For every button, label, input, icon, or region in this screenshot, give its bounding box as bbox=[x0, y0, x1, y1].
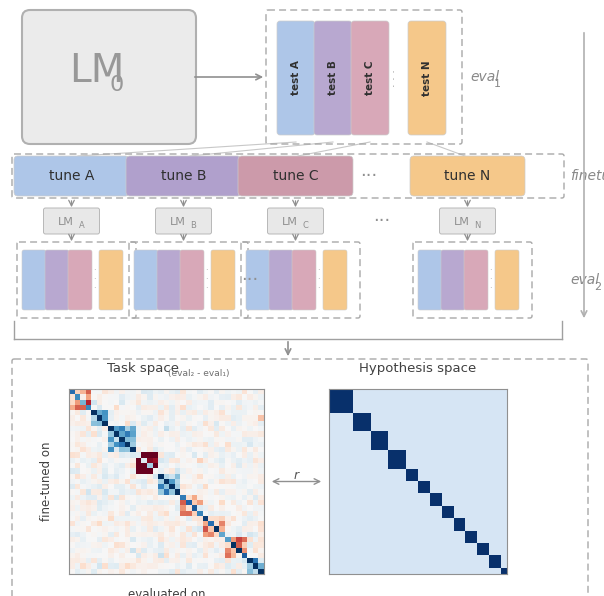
FancyBboxPatch shape bbox=[45, 250, 69, 310]
Text: ···: ··· bbox=[361, 167, 378, 185]
FancyBboxPatch shape bbox=[408, 21, 446, 135]
Text: N: N bbox=[474, 222, 481, 231]
Text: C: C bbox=[303, 222, 309, 231]
FancyBboxPatch shape bbox=[292, 250, 316, 310]
FancyBboxPatch shape bbox=[180, 250, 204, 310]
FancyBboxPatch shape bbox=[155, 208, 211, 234]
FancyBboxPatch shape bbox=[246, 250, 270, 310]
Text: A: A bbox=[79, 222, 85, 231]
FancyBboxPatch shape bbox=[410, 156, 525, 196]
Text: test N: test N bbox=[422, 60, 432, 96]
FancyBboxPatch shape bbox=[22, 250, 46, 310]
Text: ···: ··· bbox=[373, 212, 390, 230]
Text: LM: LM bbox=[454, 217, 469, 227]
Text: test A: test A bbox=[291, 61, 301, 95]
Text: ···: ··· bbox=[241, 271, 258, 289]
FancyBboxPatch shape bbox=[441, 250, 465, 310]
FancyBboxPatch shape bbox=[126, 156, 241, 196]
Text: (eval₂ - eval₁): (eval₂ - eval₁) bbox=[169, 369, 230, 378]
Text: fine-tuned on: fine-tuned on bbox=[40, 442, 54, 522]
FancyBboxPatch shape bbox=[495, 250, 519, 310]
Text: ·
·
·: · · · bbox=[92, 266, 95, 293]
FancyBboxPatch shape bbox=[14, 156, 129, 196]
FancyBboxPatch shape bbox=[134, 250, 158, 310]
Text: tune A: tune A bbox=[49, 169, 94, 183]
FancyBboxPatch shape bbox=[238, 156, 353, 196]
FancyBboxPatch shape bbox=[211, 250, 235, 310]
Text: tune C: tune C bbox=[272, 169, 318, 183]
FancyBboxPatch shape bbox=[269, 250, 293, 310]
FancyBboxPatch shape bbox=[277, 21, 315, 135]
Text: ·
·
·: · · · bbox=[316, 266, 320, 293]
FancyBboxPatch shape bbox=[440, 208, 495, 234]
Text: tune N: tune N bbox=[445, 169, 490, 183]
FancyBboxPatch shape bbox=[22, 10, 196, 144]
FancyBboxPatch shape bbox=[43, 208, 100, 234]
FancyBboxPatch shape bbox=[99, 250, 123, 310]
FancyBboxPatch shape bbox=[464, 250, 488, 310]
Text: finetune: finetune bbox=[570, 169, 604, 183]
Text: ·
·
·: · · · bbox=[489, 266, 491, 293]
FancyBboxPatch shape bbox=[68, 250, 92, 310]
Text: test B: test B bbox=[328, 61, 338, 95]
FancyBboxPatch shape bbox=[351, 21, 389, 135]
Text: 0: 0 bbox=[109, 75, 123, 95]
Text: 1: 1 bbox=[494, 79, 501, 89]
Text: LM: LM bbox=[69, 52, 124, 90]
FancyBboxPatch shape bbox=[418, 250, 442, 310]
Text: eval: eval bbox=[570, 273, 599, 287]
Text: 2: 2 bbox=[594, 282, 601, 292]
Text: eval: eval bbox=[470, 70, 499, 84]
FancyBboxPatch shape bbox=[157, 250, 181, 310]
FancyBboxPatch shape bbox=[268, 208, 324, 234]
Text: ·
·
·: · · · bbox=[205, 266, 207, 293]
FancyBboxPatch shape bbox=[323, 250, 347, 310]
Text: LM: LM bbox=[281, 217, 297, 227]
Text: Task space: Task space bbox=[107, 362, 179, 375]
Text: B: B bbox=[191, 222, 196, 231]
Text: Hypothesis space: Hypothesis space bbox=[359, 362, 477, 375]
Text: r: r bbox=[294, 469, 299, 482]
FancyBboxPatch shape bbox=[314, 21, 352, 135]
Text: evaluated on: evaluated on bbox=[128, 588, 205, 596]
Text: tune B: tune B bbox=[161, 169, 206, 183]
Text: LM: LM bbox=[170, 217, 185, 227]
Text: test C: test C bbox=[365, 61, 375, 95]
Text: · · ·: · · · bbox=[390, 69, 400, 87]
Text: LM: LM bbox=[57, 217, 74, 227]
